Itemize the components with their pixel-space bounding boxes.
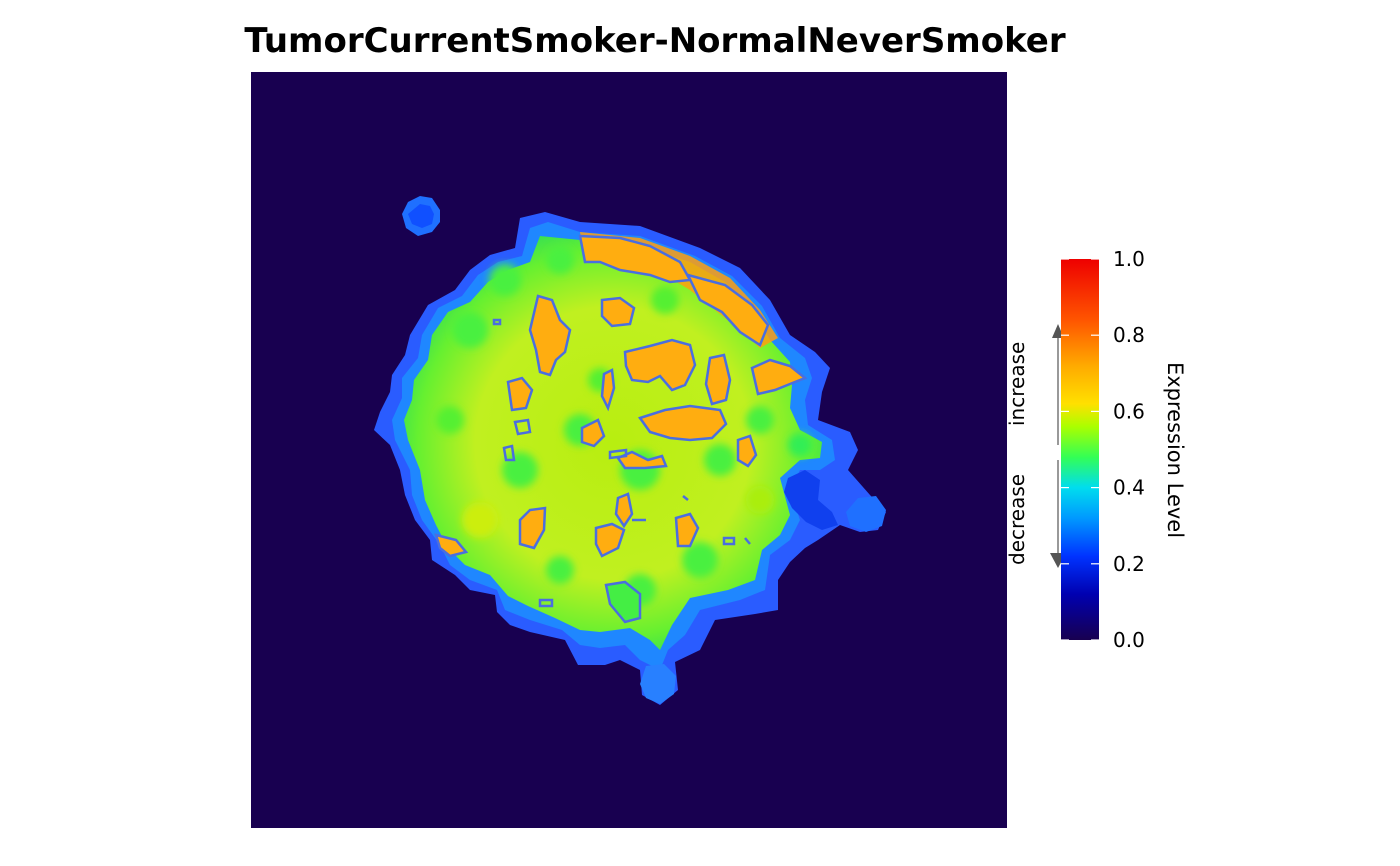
colorbar-tick-label: 0.6 (1113, 399, 1145, 423)
colorbar: 0.0 0.2 0.4 0.6 0.8 1.0 Expression Level (1061, 247, 1187, 652)
blob-bottom (640, 664, 676, 704)
colorbar-ticks: 0.0 0.2 0.4 0.6 0.8 1.0 (1061, 247, 1145, 652)
decrease-label: decrease (1005, 474, 1029, 565)
increase-label: increase (1005, 342, 1029, 426)
blob-right (846, 496, 886, 532)
colorbar-title: Expression Level (1163, 362, 1187, 538)
map-core (404, 236, 822, 650)
map-hotspots (434, 234, 808, 558)
colorbar-gradient (1061, 259, 1099, 640)
colorbar-tick-label: 0.4 (1113, 476, 1145, 500)
map-texture (436, 246, 812, 606)
som-map (374, 196, 886, 705)
map-contours (492, 318, 751, 624)
map-dark-lobe (784, 470, 838, 530)
blob-upper-left-inner (408, 204, 434, 228)
chart-title: TumorCurrentSmoker-NormalNeverSmoker (244, 21, 1065, 61)
direction-arrows: increase decrease (1005, 324, 1066, 568)
colorbar-tick-label: 0.8 (1113, 323, 1145, 347)
colorbar-tick-label: 1.0 (1113, 247, 1145, 271)
colorbar-tick-label: 0.0 (1113, 628, 1145, 652)
colorbar-tick-label: 0.2 (1113, 552, 1145, 576)
